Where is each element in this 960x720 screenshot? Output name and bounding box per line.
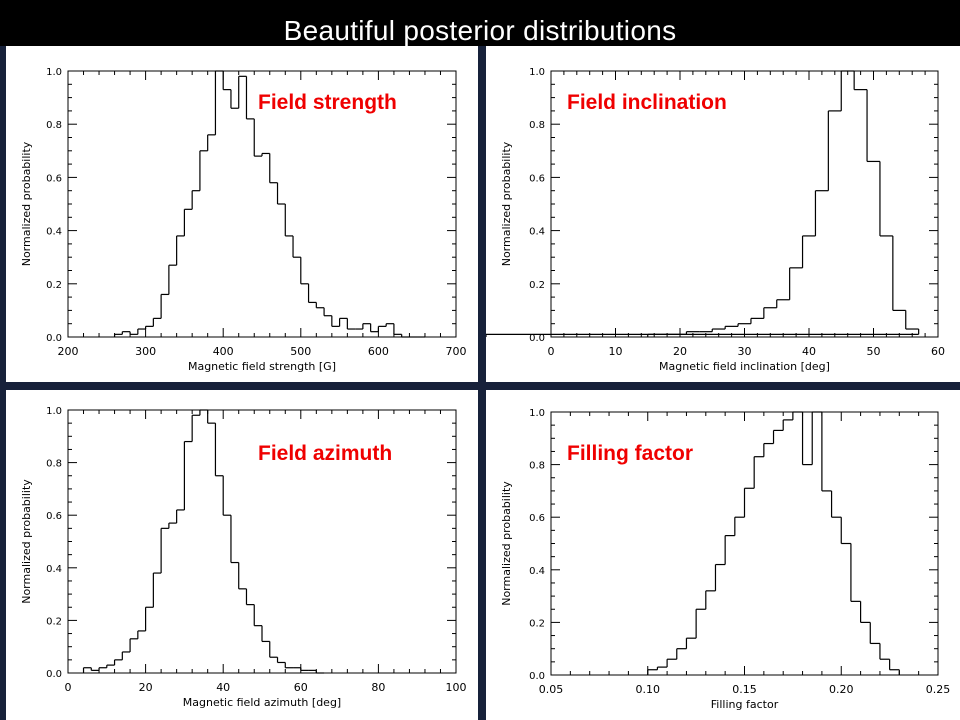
y-tick-label: 0.2 <box>529 618 545 629</box>
x-tick-label: 0 <box>65 681 72 694</box>
x-tick-label: 60 <box>931 345 945 358</box>
x-axis-label: Filling factor <box>711 698 779 711</box>
y-tick-label: 0.6 <box>46 511 62 522</box>
x-tick-label: 0.20 <box>829 683 854 696</box>
x-tick-label: 60 <box>294 681 308 694</box>
y-tick-label: 0.8 <box>46 120 62 131</box>
x-tick-label: 100 <box>446 681 467 694</box>
slide-title: Beautiful posterior distributions <box>283 15 677 46</box>
x-tick-label: 20 <box>673 345 687 358</box>
chart-field-azimuth: 0 20 40 60 80 100 0.0 0.2 0.4 0.6 0.8 1.0 Magnetic f… <box>20 406 467 709</box>
panel-field-inclination: 0 10 20 30 40 50 60 0.0 0.2 0.4 0.6 0.8 1.0 Magnetic … <box>486 46 960 382</box>
chart-title-filling-factor: Filling factor <box>567 442 693 465</box>
y-tick-label: 0.4 <box>529 566 545 577</box>
x-tick-label: 20 <box>139 681 153 694</box>
x-tick-label: 0.15 <box>732 683 757 696</box>
chart-field-strength: 200 300 400 500 600 700 0.0 0.2 0.4 0.6 0.8 1.0 Magn… <box>20 67 467 373</box>
chart-title-field-strength: Field strength <box>258 91 397 114</box>
y-axis-label: Normalized probability <box>500 141 513 266</box>
x-tick-label: 0.05 <box>539 683 564 696</box>
x-tick-label: 700 <box>446 345 467 358</box>
y-tick-label: 1.0 <box>529 67 545 78</box>
y-tick-label: 0.4 <box>46 227 62 238</box>
y-tick-label: 0.0 <box>529 333 545 344</box>
x-tick-label: 40 <box>802 345 816 358</box>
x-axis-label: Magnetic field strength [G] <box>188 360 336 373</box>
histogram-filling-factor <box>647 411 900 675</box>
x-tick-label: 0 <box>548 345 555 358</box>
y-tick-label: 0.6 <box>529 513 545 524</box>
x-tick-label: 200 <box>58 345 79 358</box>
y-tick-label: 0.6 <box>46 173 62 184</box>
x-tick-label: 30 <box>738 345 752 358</box>
x-tick-label: 300 <box>135 345 156 358</box>
histogram-field-strength <box>113 70 425 338</box>
x-tick-label: 600 <box>368 345 389 358</box>
x-axis-label: Magnetic field azimuth [deg] <box>183 696 341 709</box>
y-tick-label: 0.6 <box>529 173 545 184</box>
y-tick-label: 1.0 <box>529 408 545 419</box>
y-tick-label: 0.8 <box>529 120 545 131</box>
y-tick-label: 1.0 <box>46 67 62 78</box>
y-tick-label: 0.2 <box>46 280 62 291</box>
y-tick-label: 0.8 <box>46 459 62 470</box>
histogram-field-azimuth <box>82 409 325 674</box>
frame-divider-horizontal <box>0 382 960 390</box>
x-tick-label: 40 <box>216 681 230 694</box>
chart-field-inclination: 0 10 20 30 40 50 60 0.0 0.2 0.4 0.6 0.8 1.0 Magnetic … <box>486 67 945 373</box>
y-tick-label: 1.0 <box>46 406 62 417</box>
panel-filling-factor: 0.05 0.10 0.15 0.20 0.25 0.0 0.2 0.4 0.6 0.8 1.0 Fi… <box>486 390 960 720</box>
y-tick-label: 0.0 <box>46 333 62 344</box>
x-tick-label: 0.25 <box>926 683 951 696</box>
y-tick-label: 0.0 <box>529 671 545 682</box>
x-tick-label: 10 <box>609 345 623 358</box>
y-tick-label: 0.8 <box>529 461 545 472</box>
y-tick-label: 0.4 <box>46 564 62 575</box>
y-tick-label: 0.0 <box>46 669 62 680</box>
x-tick-label: 400 <box>213 345 234 358</box>
y-axis-label: Normalized probability <box>20 141 33 266</box>
frame-left-edge <box>0 46 6 720</box>
x-tick-label: 500 <box>290 345 311 358</box>
x-tick-label: 0.10 <box>636 683 661 696</box>
x-tick-label: 50 <box>867 345 881 358</box>
chart-filling-factor: 0.05 0.10 0.15 0.20 0.25 0.0 0.2 0.4 0.6 0.8 1.0 Fi… <box>500 408 951 711</box>
panel-field-azimuth: 0 20 40 60 80 100 0.0 0.2 0.4 0.6 0.8 1.0 Magnetic f… <box>6 390 478 720</box>
histogram-field-inclination <box>486 70 920 337</box>
y-tick-label: 0.4 <box>529 227 545 238</box>
x-axis-label: Magnetic field inclination [deg] <box>659 360 830 373</box>
chart-title-field-azimuth: Field azimuth <box>258 442 393 465</box>
chart-title-field-inclination: Field inclination <box>567 91 727 114</box>
panel-field-strength: 200 300 400 500 600 700 0.0 0.2 0.4 0.6 0.8 1.0 Magn… <box>6 46 478 382</box>
y-tick-label: 0.2 <box>46 616 62 627</box>
x-tick-label: 80 <box>371 681 385 694</box>
y-axis-label: Normalized probability <box>20 479 33 604</box>
y-tick-label: 0.2 <box>529 280 545 291</box>
y-axis-label: Normalized probability <box>500 481 513 606</box>
